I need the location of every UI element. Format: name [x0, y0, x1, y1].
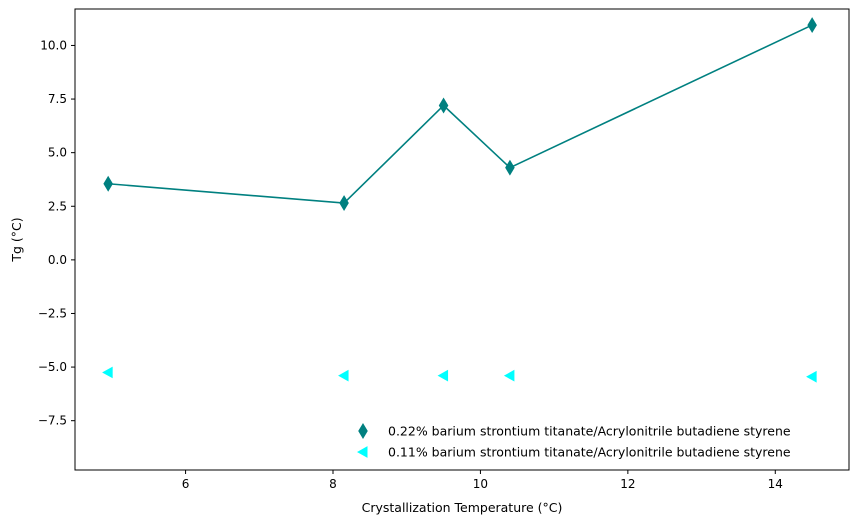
x-tick-label: 14: [768, 477, 783, 491]
x-axis-label: Crystallization Temperature (°C): [362, 500, 563, 515]
y-tick-label: −2.5: [38, 306, 67, 320]
y-tick-label: 10.0: [40, 38, 67, 52]
plot-frame: [74, 8, 850, 471]
y-tick-label: −7.5: [38, 414, 67, 428]
series-2-point: [503, 369, 515, 382]
y-tick-label: −5.0: [38, 360, 67, 374]
series-layer: [102, 17, 817, 383]
legend-marker-1: [358, 423, 368, 439]
series-1-point: [103, 175, 113, 192]
plot-area: [74, 8, 850, 471]
series-2-point: [338, 369, 349, 382]
series-1-point: [505, 159, 515, 176]
y-tick-label: 7.5: [48, 92, 67, 106]
series-1-point: [339, 195, 349, 212]
x-axis: 6 8 10 12 14: [182, 470, 783, 491]
series-1-point: [438, 97, 449, 114]
x-tick-label: 6: [182, 477, 190, 491]
x-tick-label: 12: [620, 477, 635, 491]
legend-label-2: 0.11% barium strontium titanate/Acryloni…: [388, 445, 791, 460]
series-2-point: [102, 366, 113, 379]
series-2-point: [806, 370, 817, 383]
series-1-point: [807, 17, 817, 34]
legend: 0.22% barium strontium titanate/Acryloni…: [356, 423, 791, 460]
y-tick-label: 0.0: [48, 253, 67, 267]
x-tick-label: 10: [473, 477, 488, 491]
legend-marker-2: [356, 446, 368, 458]
y-tick-label: 2.5: [48, 199, 67, 213]
x-tick-label: 8: [329, 477, 337, 491]
y-tick-label: 5.0: [48, 146, 67, 160]
series-1-line: [108, 24, 813, 204]
y-axis-label: Tg (°C): [9, 217, 24, 262]
y-axis: −7.5 −5.0 −2.5 0.0 2.5 5.0 7.5 10.0: [38, 38, 75, 428]
series-2-point: [437, 369, 449, 382]
legend-label-1: 0.22% barium strontium titanate/Acryloni…: [388, 424, 791, 439]
